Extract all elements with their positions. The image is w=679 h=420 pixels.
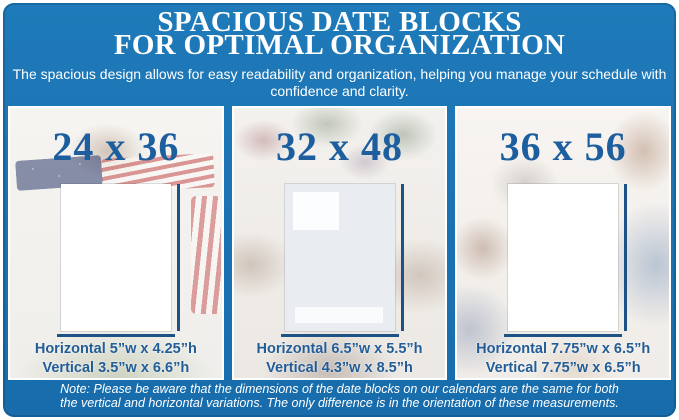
- calendar-accent-vline: [176, 184, 180, 331]
- page-title: SPACIOUS DATE BLOCKS FOR OPTIMAL ORGANIZ…: [3, 6, 676, 61]
- size-comparison-row: 24 x 36 Horizontal 5”w x 4.25”h Vertical…: [3, 106, 676, 380]
- size-heading-32x48: 32 x 48: [276, 124, 403, 169]
- card-content: 36 x 56 Horizontal 7.75”w x 6.5”h Vertic…: [457, 108, 669, 378]
- vertical-dimension: Vertical 4.3”w x 8.5”h: [266, 359, 413, 376]
- horizontal-dimension: Horizontal 5”w x 4.25”h: [34, 341, 197, 357]
- vertical-dimension: Vertical 3.5”w x 6.6”h: [42, 359, 190, 376]
- size-card-32x48: 32 x 48 Horizontal 6.5”w x 5.5”h Vertica…: [231, 106, 448, 380]
- footer-note: Note: Please be aware that the dimension…: [3, 380, 676, 417]
- horizontal-dimension: Horizontal 6.5”w x 5.5”h: [256, 341, 423, 357]
- footer-note-text: Note: Please be aware that the dimension…: [60, 381, 619, 411]
- header: SPACIOUS DATE BLOCKS FOR OPTIMAL ORGANIZ…: [3, 3, 676, 106]
- calendar-accent-hline: [504, 334, 623, 337]
- blue-panel: SPACIOUS DATE BLOCKS FOR OPTIMAL ORGANIZ…: [3, 3, 676, 417]
- card-content: 32 x 48 Horizontal 6.5”w x 5.5”h Vertica…: [234, 108, 446, 378]
- title-line-1: SPACIOUS DATE BLOCKS: [157, 6, 522, 38]
- dimension-text: Horizontal 5”w x 4.25”h Vertical 3.5”w x…: [10, 340, 222, 377]
- size-heading-24x36: 24 x 36: [52, 124, 180, 169]
- calendar-accent-vline: [624, 184, 628, 331]
- dimension-text: Horizontal 7.75”w x 6.5”h Vertical 7.75”…: [457, 340, 669, 377]
- title-line-2: FOR OPTIMAL ORGANIZATION: [113, 29, 566, 61]
- calendar-title-area: [294, 307, 383, 323]
- size-card-36x56: 36 x 56 Horizontal 7.75”w x 6.5”h Vertic…: [455, 106, 672, 380]
- calendar-accent-vline: [400, 184, 404, 331]
- dimension-text: Horizontal 6.5”w x 5.5”h Vertical 4.3”w …: [234, 340, 446, 377]
- calendar-accent-hline: [280, 334, 399, 337]
- subtitle: The spacious design allows for easy read…: [12, 66, 667, 99]
- calendar-photo-area: [292, 192, 339, 230]
- horizontal-dimension: Horizontal 7.75”w x 6.5”h: [476, 341, 651, 357]
- card-content: 24 x 36 Horizontal 5”w x 4.25”h Vertical…: [10, 108, 222, 378]
- vertical-dimension: Vertical 7.75”w x 6.5”h: [485, 359, 641, 376]
- blank-calendar-page: [280, 184, 404, 337]
- blank-calendar-page: [56, 184, 180, 337]
- blank-calendar-page: [504, 184, 628, 337]
- calendar-accent-hline: [56, 334, 175, 337]
- size-card-24x36: 24 x 36 Horizontal 5”w x 4.25”h Vertical…: [8, 106, 224, 380]
- size-heading-36x56: 36 x 56: [499, 124, 627, 169]
- flag-stripes-shape: [190, 196, 221, 314]
